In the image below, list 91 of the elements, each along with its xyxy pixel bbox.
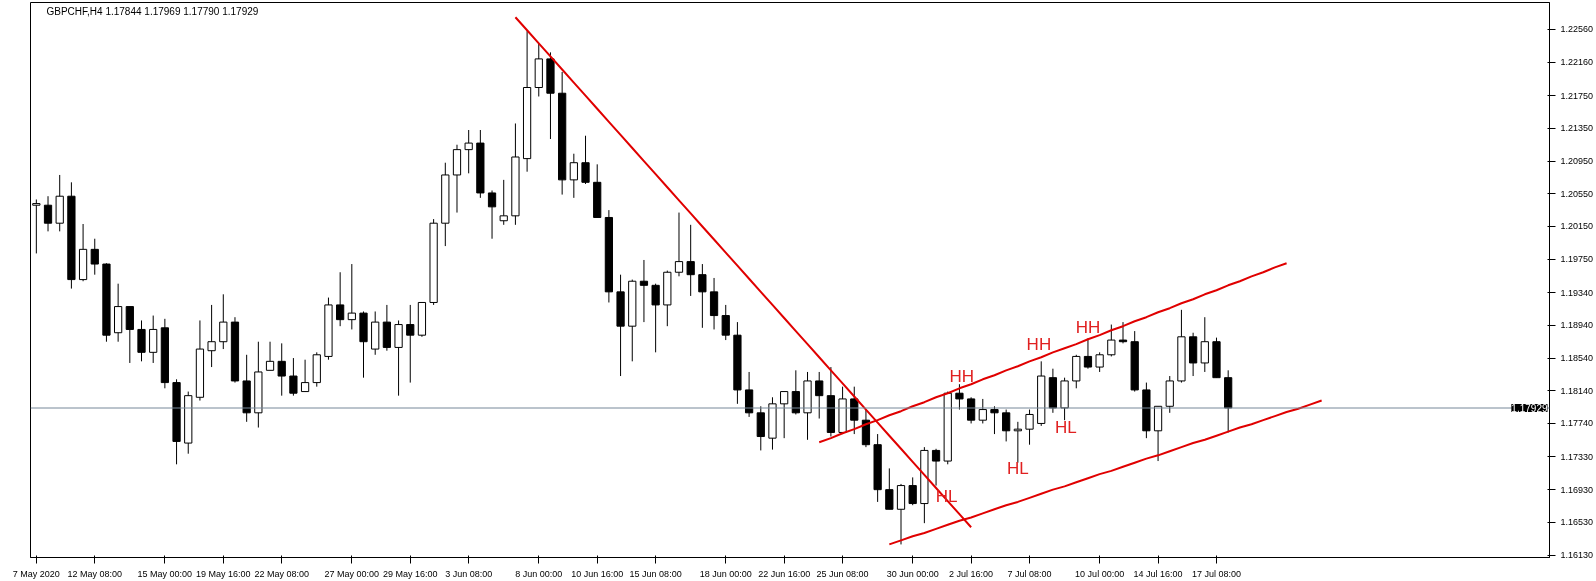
y-tick-label: 1.22160 <box>1560 57 1594 68</box>
x-tick-label: 12 May 08:00 <box>67 568 123 579</box>
y-tick-label: 1.16530 <box>1560 517 1594 528</box>
annotation: HL <box>1006 458 1029 478</box>
x-tick-label: 7 Jul 08:00 <box>1007 568 1052 579</box>
y-tick-label: 1.21750 <box>1560 90 1594 101</box>
candlestick <box>686 224 695 297</box>
candlestick <box>289 357 298 397</box>
y-tick-label: 1.18940 <box>1560 320 1594 331</box>
x-tick-label: 30 Jun 00:00 <box>886 568 939 579</box>
y-tick-label: 1.16130 <box>1560 550 1594 561</box>
candlestick <box>815 371 824 420</box>
x-tick-label: 10 Jun 16:00 <box>571 568 624 579</box>
ref-line-label: 1.17929 <box>1511 403 1548 414</box>
y-tick-label: 1.22560 <box>1560 24 1594 35</box>
x-tick-label: 27 May 00:00 <box>324 568 380 579</box>
x-tick-label: 22 Jun 16:00 <box>758 568 811 579</box>
y-tick-label: 1.17330 <box>1560 451 1594 462</box>
candlestick <box>499 179 508 226</box>
candlestick <box>780 391 789 439</box>
candlestick <box>978 398 987 424</box>
candlestick <box>347 263 356 330</box>
candlestick <box>300 359 310 393</box>
y-tick-label: 1.19340 <box>1560 287 1594 298</box>
x-tick-label: 19 May 16:00 <box>196 568 251 579</box>
annotation: HH <box>1075 318 1101 338</box>
candlestick <box>1118 321 1128 344</box>
candlestick <box>931 448 941 487</box>
candlestick <box>1200 316 1209 373</box>
candlestick <box>721 304 730 341</box>
y-tick-label: 1.19750 <box>1560 254 1594 265</box>
candlestick <box>1107 324 1116 357</box>
x-tick-label: 29 May 16:00 <box>382 568 438 579</box>
x-tick-label: 14 Jul 16:00 <box>1133 568 1183 579</box>
annotation: HL <box>1054 418 1077 438</box>
candlestick <box>1095 351 1104 373</box>
candlestick <box>137 319 146 362</box>
candlestick <box>674 212 684 277</box>
x-tick-label: 10 Jul 00:00 <box>1075 568 1125 579</box>
x-tick-label: 3 Jun 08:00 <box>445 568 493 579</box>
candlestick <box>966 396 976 424</box>
y-tick-label: 1.21350 <box>1560 123 1594 134</box>
candlestick <box>709 277 719 330</box>
candlestick <box>487 190 497 240</box>
candlestick <box>277 342 286 397</box>
candlestick <box>406 304 415 384</box>
candlestick <box>756 405 765 451</box>
chart-title: GBPCHF,H4 1.17844 1.17969 1.17790 1.17929 <box>46 5 259 17</box>
y-tick-label: 1.20550 <box>1560 188 1594 199</box>
y-tick-label: 1.20150 <box>1560 221 1594 232</box>
candlestick <box>639 259 649 323</box>
x-tick-label: 15 Jun 08:00 <box>629 568 682 579</box>
x-tick-label: 17 Jul 08:00 <box>1191 568 1242 579</box>
y-tick-label: 1.20950 <box>1560 156 1594 167</box>
candlestick <box>1025 409 1034 446</box>
x-tick-label: 25 Jun 08:00 <box>816 568 869 579</box>
x-tick-label: 7 May 2020 <box>12 568 60 579</box>
candlestick <box>1083 337 1093 370</box>
candlestick <box>265 341 275 371</box>
candlestick <box>207 304 216 368</box>
annotation: HH <box>1026 334 1052 354</box>
candlestick <box>43 195 53 232</box>
candlestick <box>336 271 345 327</box>
candlestick <box>581 135 590 185</box>
annotation: HH <box>949 366 975 386</box>
candlestick <box>219 293 228 350</box>
y-tick-label: 1.18140 <box>1560 385 1594 396</box>
candlestick <box>698 263 707 329</box>
x-tick-label: 8 Jun 00:00 <box>515 568 563 579</box>
candlestick <box>651 283 660 353</box>
candlestick <box>850 386 859 435</box>
candlestick <box>896 483 906 545</box>
candlestick <box>744 371 754 418</box>
y-tick-label: 1.16930 <box>1560 484 1594 495</box>
candlestick <box>955 383 964 411</box>
x-tick-label: 15 May 00:00 <box>137 568 193 579</box>
candlestick <box>149 315 158 364</box>
candlestick <box>464 129 473 174</box>
candlestick <box>90 238 99 276</box>
candlestick <box>990 405 999 435</box>
y-tick-label: 1.17740 <box>1560 418 1594 429</box>
candlestick <box>908 476 917 506</box>
candlestick <box>1002 409 1011 442</box>
y-tick-label: 1.18540 <box>1560 353 1594 364</box>
x-tick-label: 18 Jun 00:00 <box>699 568 752 579</box>
x-tick-label: 22 May 08:00 <box>254 568 309 579</box>
candlestick <box>569 153 578 199</box>
candlestick <box>885 467 894 510</box>
candlestick <box>394 319 403 397</box>
candlestick <box>125 306 134 364</box>
x-tick-label: 2 Jul 16:00 <box>949 568 994 579</box>
